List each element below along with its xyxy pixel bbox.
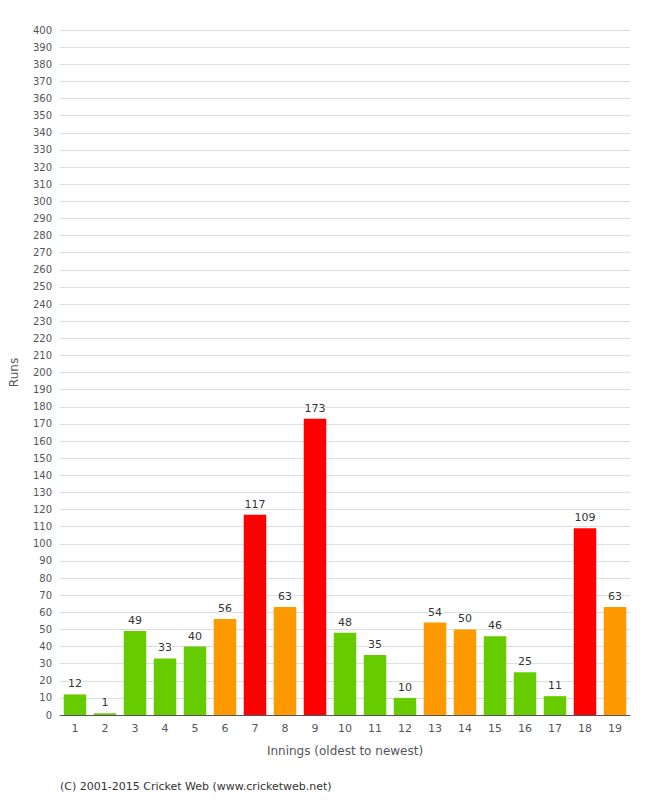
svg-text:330: 330 [33, 144, 52, 155]
svg-text:270: 270 [33, 247, 52, 258]
svg-text:360: 360 [33, 93, 52, 104]
svg-text:63: 63 [278, 590, 292, 603]
svg-text:200: 200 [33, 367, 52, 378]
svg-text:240: 240 [33, 299, 52, 310]
svg-text:48: 48 [338, 616, 352, 629]
svg-text:46: 46 [488, 619, 502, 632]
svg-text:3: 3 [132, 722, 139, 735]
svg-text:300: 300 [33, 196, 52, 207]
svg-text:40: 40 [39, 641, 52, 652]
svg-text:60: 60 [39, 607, 52, 618]
svg-text:110: 110 [33, 521, 52, 532]
svg-text:33: 33 [158, 641, 172, 654]
svg-text:9: 9 [312, 722, 319, 735]
svg-text:25: 25 [518, 655, 532, 668]
svg-text:Runs: Runs [7, 358, 21, 387]
svg-text:13: 13 [428, 722, 442, 735]
svg-text:310: 310 [33, 179, 52, 190]
svg-text:290: 290 [33, 213, 52, 224]
svg-text:4: 4 [162, 722, 169, 735]
svg-text:16: 16 [518, 722, 532, 735]
svg-text:120: 120 [33, 504, 52, 515]
svg-text:15: 15 [488, 722, 502, 735]
svg-text:35: 35 [368, 638, 382, 651]
svg-text:70: 70 [39, 590, 52, 601]
svg-text:30: 30 [39, 658, 52, 669]
svg-text:8: 8 [282, 722, 289, 735]
svg-text:230: 230 [33, 316, 52, 327]
svg-text:400: 400 [33, 25, 52, 36]
svg-text:19: 19 [608, 722, 622, 735]
svg-text:50: 50 [458, 612, 472, 625]
svg-text:14: 14 [458, 722, 472, 735]
svg-text:1: 1 [102, 696, 109, 709]
svg-text:63: 63 [608, 590, 622, 603]
svg-text:18: 18 [578, 722, 592, 735]
svg-text:130: 130 [33, 487, 52, 498]
svg-text:260: 260 [33, 264, 52, 275]
svg-text:280: 280 [33, 230, 52, 241]
svg-text:350: 350 [33, 110, 52, 121]
svg-text:Innings (oldest to newest): Innings (oldest to newest) [267, 744, 423, 758]
svg-text:90: 90 [39, 555, 52, 566]
svg-text:150: 150 [33, 453, 52, 464]
svg-text:11: 11 [548, 679, 562, 692]
svg-text:380: 380 [33, 59, 52, 70]
svg-text:7: 7 [252, 722, 259, 735]
svg-text:1: 1 [72, 722, 79, 735]
svg-text:0: 0 [46, 710, 52, 721]
svg-text:109: 109 [575, 511, 596, 524]
svg-text:160: 160 [33, 436, 52, 447]
svg-text:12: 12 [398, 722, 412, 735]
svg-text:40: 40 [188, 630, 202, 643]
svg-text:210: 210 [33, 350, 52, 361]
svg-text:100: 100 [33, 538, 52, 549]
svg-text:5: 5 [192, 722, 199, 735]
svg-text:140: 140 [33, 470, 52, 481]
svg-text:56: 56 [218, 602, 232, 615]
svg-text:117: 117 [245, 498, 266, 511]
svg-text:10: 10 [398, 681, 412, 694]
svg-text:220: 220 [33, 333, 52, 344]
svg-text:173: 173 [305, 402, 326, 415]
svg-text:250: 250 [33, 281, 52, 292]
svg-text:190: 190 [33, 384, 52, 395]
svg-text:20: 20 [39, 675, 52, 686]
svg-text:54: 54 [428, 606, 442, 619]
svg-text:80: 80 [39, 573, 52, 584]
svg-text:11: 11 [368, 722, 382, 735]
svg-text:(C) 2001-2015 Cricket Web (www: (C) 2001-2015 Cricket Web (www.cricketwe… [60, 780, 332, 793]
svg-text:2: 2 [102, 722, 109, 735]
svg-text:12: 12 [68, 677, 82, 690]
svg-text:320: 320 [33, 162, 52, 173]
svg-text:17: 17 [548, 722, 562, 735]
svg-text:6: 6 [222, 722, 229, 735]
svg-text:50: 50 [39, 624, 52, 635]
svg-text:370: 370 [33, 76, 52, 87]
svg-text:180: 180 [33, 401, 52, 412]
svg-text:49: 49 [128, 614, 142, 627]
svg-text:170: 170 [33, 418, 52, 429]
svg-text:340: 340 [33, 127, 52, 138]
svg-text:10: 10 [338, 722, 352, 735]
svg-text:10: 10 [39, 692, 52, 703]
svg-text:390: 390 [33, 42, 52, 53]
